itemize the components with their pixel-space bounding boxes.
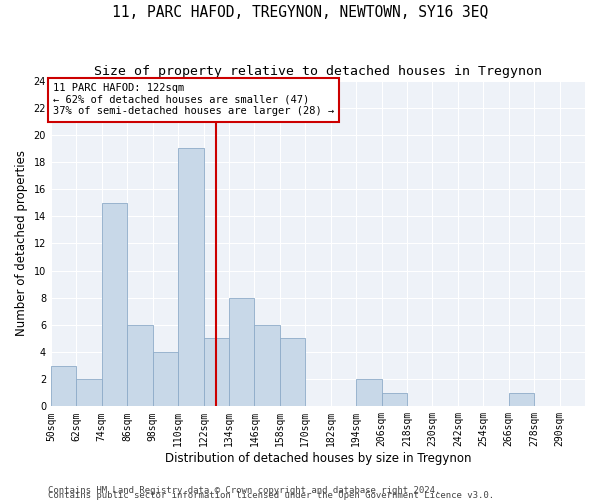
Text: Contains HM Land Registry data © Crown copyright and database right 2024.: Contains HM Land Registry data © Crown c… (48, 486, 440, 495)
Text: 11 PARC HAFOD: 122sqm
← 62% of detached houses are smaller (47)
37% of semi-deta: 11 PARC HAFOD: 122sqm ← 62% of detached … (53, 84, 334, 116)
Text: 11, PARC HAFOD, TREGYNON, NEWTOWN, SY16 3EQ: 11, PARC HAFOD, TREGYNON, NEWTOWN, SY16 … (112, 5, 488, 20)
Bar (127, 325, 152, 406)
Bar (229, 298, 254, 406)
Bar (51, 366, 76, 406)
Bar (356, 379, 382, 406)
Bar (178, 148, 203, 406)
X-axis label: Distribution of detached houses by size in Tregynon: Distribution of detached houses by size … (165, 452, 471, 465)
Title: Size of property relative to detached houses in Tregynon: Size of property relative to detached ho… (94, 65, 542, 78)
Bar (152, 352, 178, 406)
Y-axis label: Number of detached properties: Number of detached properties (15, 150, 28, 336)
Bar (382, 393, 407, 406)
Bar (280, 338, 305, 406)
Bar (102, 202, 127, 406)
Text: Contains public sector information licensed under the Open Government Licence v3: Contains public sector information licen… (48, 491, 494, 500)
Bar (254, 325, 280, 406)
Bar (509, 393, 534, 406)
Bar (203, 338, 229, 406)
Bar (76, 379, 102, 406)
